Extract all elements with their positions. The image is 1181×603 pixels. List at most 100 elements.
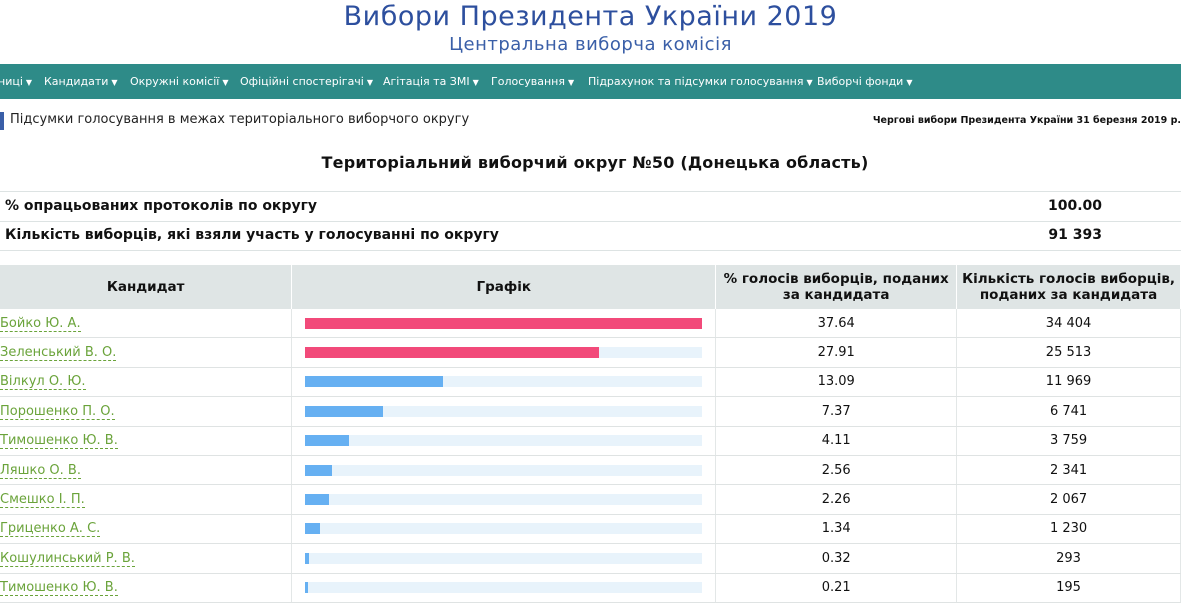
- nav-item-label: Голосування: [491, 75, 565, 88]
- vote-bar: [305, 405, 384, 417]
- nav-item-label: Кандидати: [44, 75, 109, 88]
- table-row: Кошулинський Р. В. 0.32 293: [0, 543, 1181, 574]
- candidate-cell: Порошенко П. О.: [0, 396, 293, 427]
- count-cell: 2 341: [956, 455, 1181, 486]
- chart-cell: [291, 514, 717, 545]
- candidate-cell: Смешко І. П.: [0, 484, 293, 515]
- candidate-link[interactable]: Вілкул О. Ю.: [0, 374, 86, 391]
- bar-track: [305, 376, 703, 388]
- count-cell: 25 513: [956, 337, 1181, 368]
- percent-cell: 13.09: [715, 367, 958, 398]
- candidate-link[interactable]: Бойко Ю. А.: [0, 315, 81, 332]
- nav-item-commissions[interactable]: ниці ▼: [0, 64, 32, 99]
- bar-track: [305, 405, 703, 417]
- column-header-percent: % голосів виборців, поданих за кандидата: [715, 265, 958, 309]
- chart-cell: [291, 367, 717, 398]
- percent-cell: 2.56: [715, 455, 958, 486]
- percent-cell: 0.32: [715, 543, 958, 574]
- candidate-link[interactable]: Тимошенко Ю. В.: [0, 580, 118, 597]
- vote-bar: [305, 494, 330, 506]
- count-cell: 34 404: [956, 309, 1181, 339]
- nav-item-label: Окружні комісії: [130, 75, 220, 88]
- table-header-row: Кандидат Графік % голосів виборців, пода…: [0, 265, 1181, 309]
- vote-bar: [305, 435, 349, 447]
- vote-bar: [305, 464, 333, 476]
- candidate-cell: Гриценко А. С.: [0, 514, 293, 545]
- count-cell: 11 969: [956, 367, 1181, 398]
- caret-down-icon: ▼: [222, 78, 229, 87]
- processed-protocols-label: % опрацьованих протоколів по округу: [5, 198, 318, 214]
- candidate-link[interactable]: Ляшко О. В.: [0, 462, 81, 479]
- candidate-link[interactable]: Кошулинський Р. В.: [0, 550, 135, 567]
- nav-item-label: Виборчі фонди: [817, 75, 904, 88]
- candidate-link[interactable]: Порошенко П. О.: [0, 403, 115, 420]
- count-cell: 1 230: [956, 514, 1181, 545]
- nav-item-candidates[interactable]: Кандидати ▼: [44, 64, 118, 99]
- nav-item-voting[interactable]: Голосування ▼: [491, 64, 574, 99]
- nav-item-results[interactable]: Підрахунок та підсумки голосування ▼: [588, 64, 813, 99]
- chart-cell: [291, 543, 717, 574]
- caret-down-icon: ▼: [472, 78, 479, 87]
- caret-down-icon: ▼: [25, 78, 33, 87]
- site-header: Вибори Президента України 2019 Центральн…: [0, 0, 1181, 64]
- table-row: Зеленський В. О. 27.91 25 513: [0, 337, 1181, 368]
- election-label: Чергові вибори Президента України 31 бер…: [872, 115, 1181, 126]
- chart-cell: [291, 573, 717, 603]
- chart-cell: [291, 484, 717, 515]
- candidate-cell: Ляшко О. В.: [0, 455, 293, 486]
- bar-track: [305, 347, 703, 359]
- candidate-cell: Кошулинський Р. В.: [0, 543, 293, 574]
- percent-cell: 7.37: [715, 396, 958, 427]
- percent-cell: 27.91: [715, 337, 958, 368]
- percent-cell: 2.26: [715, 484, 958, 515]
- chart-cell: [291, 426, 717, 456]
- percent-cell: 1.34: [715, 514, 958, 545]
- results-table: Кандидат Графік % голосів виборців, пода…: [0, 265, 1181, 603]
- processed-protocols-row: % опрацьованих протоколів по округу 100.…: [0, 191, 1181, 222]
- nav-item-label: Офіційні спостерігачі: [240, 75, 364, 88]
- nav-item-funds[interactable]: Виборчі фонди ▼: [817, 64, 912, 99]
- candidate-link[interactable]: Зеленський В. О.: [0, 345, 117, 362]
- count-cell: 2 067: [956, 484, 1181, 515]
- bar-track: [305, 317, 703, 329]
- site-subtitle: Центральна виборча комісія: [449, 34, 732, 55]
- vote-bar: [305, 552, 309, 564]
- nav-item-observers[interactable]: Офіційні спостерігачі ▼: [240, 64, 373, 99]
- table-row: Порошенко П. О. 7.37 6 741: [0, 396, 1181, 427]
- nav-item-label: Підрахунок та підсумки голосування: [588, 75, 804, 88]
- vote-bar: [305, 376, 444, 388]
- caret-down-icon: ▼: [806, 78, 813, 87]
- candidate-cell: Тимошенко Ю. В.: [0, 426, 293, 456]
- percent-cell: 4.11: [715, 426, 958, 456]
- candidate-link[interactable]: Смешко І. П.: [0, 492, 85, 509]
- chart-cell: [291, 337, 717, 368]
- page-title: Територіальний виборчий округ №50 (Донец…: [321, 153, 869, 172]
- count-cell: 293: [956, 543, 1181, 574]
- caret-down-icon: ▼: [906, 78, 913, 87]
- bar-track: [305, 464, 703, 476]
- nav-item-label: Агітація та ЗМІ: [383, 75, 470, 88]
- count-cell: 6 741: [956, 396, 1181, 427]
- nav-item-label: ниці: [0, 75, 23, 88]
- main-nav: ниці ▼ Кандидати ▼ Окружні комісії ▼ Офіцій…: [0, 64, 1181, 99]
- table-row: Тимошенко Ю. В. 0.21 195: [0, 573, 1181, 603]
- nav-item-campaigning[interactable]: Агітація та ЗМІ ▼: [383, 64, 479, 99]
- column-header-chart: Графік: [291, 265, 717, 309]
- breadcrumb: Підсумки голосування в межах територіаль…: [0, 112, 469, 130]
- nav-item-district-commissions[interactable]: Окружні комісії ▼: [130, 64, 229, 99]
- caret-down-icon: ▼: [567, 78, 575, 87]
- chart-cell: [291, 455, 717, 486]
- table-row: Смешко І. П. 2.26 2 067: [0, 484, 1181, 515]
- bar-track: [305, 552, 703, 564]
- column-header-count: Кількість голосів виборців, поданих за к…: [956, 265, 1181, 309]
- vote-bar: [305, 523, 320, 535]
- processed-protocols-value: 100.00: [1047, 198, 1102, 214]
- table-row: Тимошенко Ю. В. 4.11 3 759: [0, 426, 1181, 456]
- bar-track: [305, 523, 703, 535]
- table-row: Вілкул О. Ю. 13.09 11 969: [0, 367, 1181, 398]
- table-row: Бойко Ю. А. 37.64 34 404: [0, 309, 1181, 339]
- candidate-link[interactable]: Тимошенко Ю. В.: [0, 433, 118, 450]
- candidate-link[interactable]: Гриценко А. С.: [0, 521, 101, 538]
- candidate-cell: Тимошенко Ю. В.: [0, 573, 293, 603]
- caret-down-icon: ▼: [111, 78, 118, 87]
